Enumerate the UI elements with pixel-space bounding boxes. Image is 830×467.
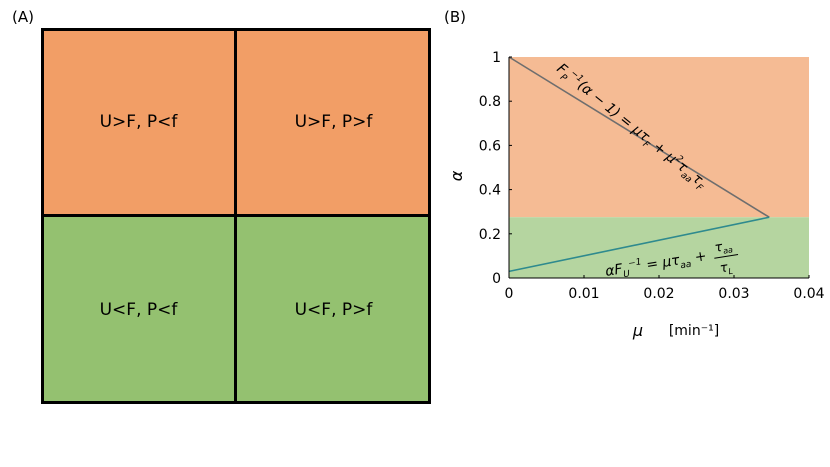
y-tick-label: 0.4 (479, 183, 501, 199)
chart-ticks: 0 0.01 0.02 0.03 0.04 0 0.2 0.4 0.6 0.8 1 (479, 50, 825, 302)
quadrant-label: U>F, P>f (294, 112, 373, 132)
region-0 (509, 57, 809, 218)
region-1 (509, 217, 809, 278)
x-tick-label: 0.01 (568, 286, 599, 302)
quadrant-top-left: U>F, P<f (41, 28, 236, 216)
x-tick-label: 0 (505, 286, 514, 302)
x-axis-unit: [min⁻¹] (669, 323, 719, 339)
y-axis-label: α (447, 170, 466, 181)
horizontal-divider (41, 214, 431, 217)
quadrant-top-right: U>F, P>f (236, 28, 431, 216)
panel-b-label: (B) (444, 8, 466, 26)
quadrant-label: U<F, P>f (294, 300, 373, 320)
y-tick-label: 1 (492, 50, 501, 66)
quadrant-label: U<F, P<f (99, 300, 178, 320)
chart-regions (509, 57, 809, 278)
quadrant-bottom-right: U<F, P>f (236, 216, 431, 404)
y-tick-label: 0.6 (479, 138, 501, 154)
x-tick-label: 0.02 (643, 286, 674, 302)
quadrant-label: U>F, P<f (99, 112, 178, 132)
chart-series (508, 56, 770, 273)
quadrant-bottom-left: U<F, P<f (41, 216, 236, 404)
y-tick-label: 0 (492, 271, 501, 287)
x-tick-label: 0.04 (793, 286, 824, 302)
x-tick-label: 0.03 (718, 286, 749, 302)
series-line-1 (508, 216, 770, 273)
panel-a-label: (A) (12, 8, 34, 26)
y-tick-label: 0.8 (479, 94, 501, 110)
x-axis-label: μ (632, 321, 643, 340)
series-line-0 (508, 56, 770, 218)
y-tick-label: 0.2 (479, 227, 501, 243)
lower-equation-annotation: αFU−1 = μτaa + (604, 247, 708, 283)
